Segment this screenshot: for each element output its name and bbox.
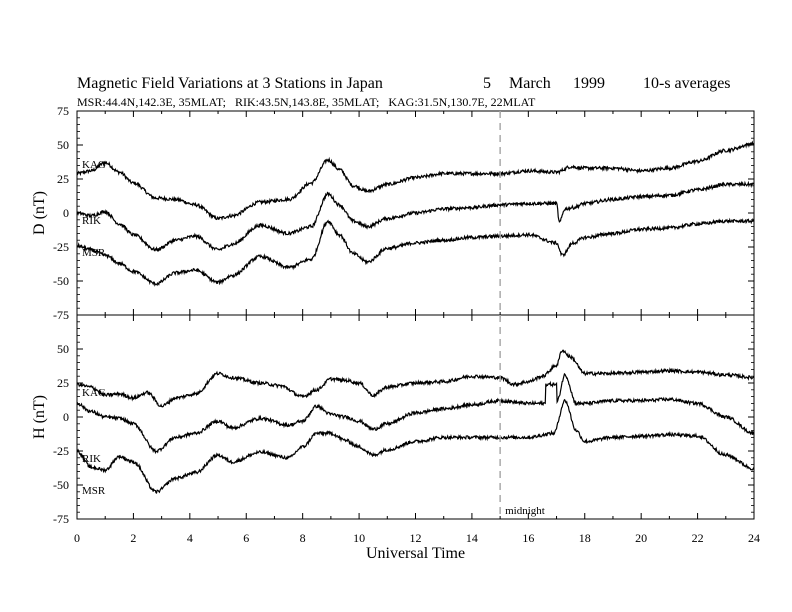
x-tick-label: 12 <box>410 531 422 545</box>
y-tick-label: 25 <box>57 376 69 390</box>
date-day: 5 <box>483 75 491 92</box>
midnight-label: midnight <box>505 505 545 517</box>
station-label-rik: RIK <box>82 215 101 227</box>
x-tick-label: 20 <box>635 531 647 545</box>
y-tick-label: -75 <box>53 512 69 526</box>
trace-rik-d <box>76 180 755 253</box>
y-axis-label-2: H (nT) <box>31 395 48 439</box>
plot-layer: 75 50 25 0 -25 -50 -75 D (nT) KAG RIK MSR 50 25 0 -25 -… <box>31 104 760 562</box>
y-axis-label-1: D (nT) <box>31 191 48 235</box>
x-tick-label: 18 <box>579 531 591 545</box>
x-tick-label: 4 <box>187 531 193 545</box>
y-tick-label: 50 <box>57 138 69 152</box>
station-label-msr: MSR <box>82 247 106 259</box>
y-tick-label: -50 <box>53 478 69 492</box>
chart-title-group: Magnetic Field Variations at 3 Stations … <box>77 75 731 109</box>
averaging-label: 10-s averages <box>643 75 731 92</box>
y-tick-label: -25 <box>53 240 69 254</box>
date-year: 1999 <box>573 75 605 92</box>
x-tick-label: 6 <box>243 531 249 545</box>
date-month: March <box>509 75 551 92</box>
trace-kag-d <box>76 140 755 221</box>
x-tick-label: 14 <box>466 531 478 545</box>
x-tick-label: 0 <box>74 531 80 545</box>
trace-kag-h <box>76 349 755 408</box>
trace-msr-h <box>76 398 755 494</box>
x-tick-label: 22 <box>692 531 704 545</box>
station-label-msr: MSR <box>82 485 106 497</box>
x-tick-label: 16 <box>522 531 534 545</box>
y-tick-label: 0 <box>63 410 69 424</box>
y-tick-label: 75 <box>57 104 69 118</box>
chart-title: Magnetic Field Variations at 3 Stations … <box>77 75 383 92</box>
y-tick-label: -50 <box>53 274 69 288</box>
x-tick-label: 2 <box>130 531 136 545</box>
y-tick-label: 25 <box>57 172 69 186</box>
y-tick-label: 0 <box>63 206 69 220</box>
station-label-kag: KAG <box>82 387 106 399</box>
trace-msr-d <box>76 217 755 287</box>
x-tick-label: 10 <box>353 531 365 545</box>
panel-frame-2 <box>76 314 755 520</box>
station-label-kag: KAG <box>82 159 106 171</box>
trace-rik-h <box>76 372 755 455</box>
y-tick-label: -25 <box>53 444 69 458</box>
x-axis-label: Universal Time <box>366 545 465 562</box>
y-tick-label: -75 <box>53 308 69 322</box>
chart-subtitle: MSR:44.4N,142.3E, 35MLAT; RIK:43.5N,143.… <box>77 95 536 109</box>
x-tick-label: 8 <box>300 531 306 545</box>
y-tick-label: 50 <box>57 342 69 356</box>
x-tick-label: 24 <box>748 531 760 545</box>
